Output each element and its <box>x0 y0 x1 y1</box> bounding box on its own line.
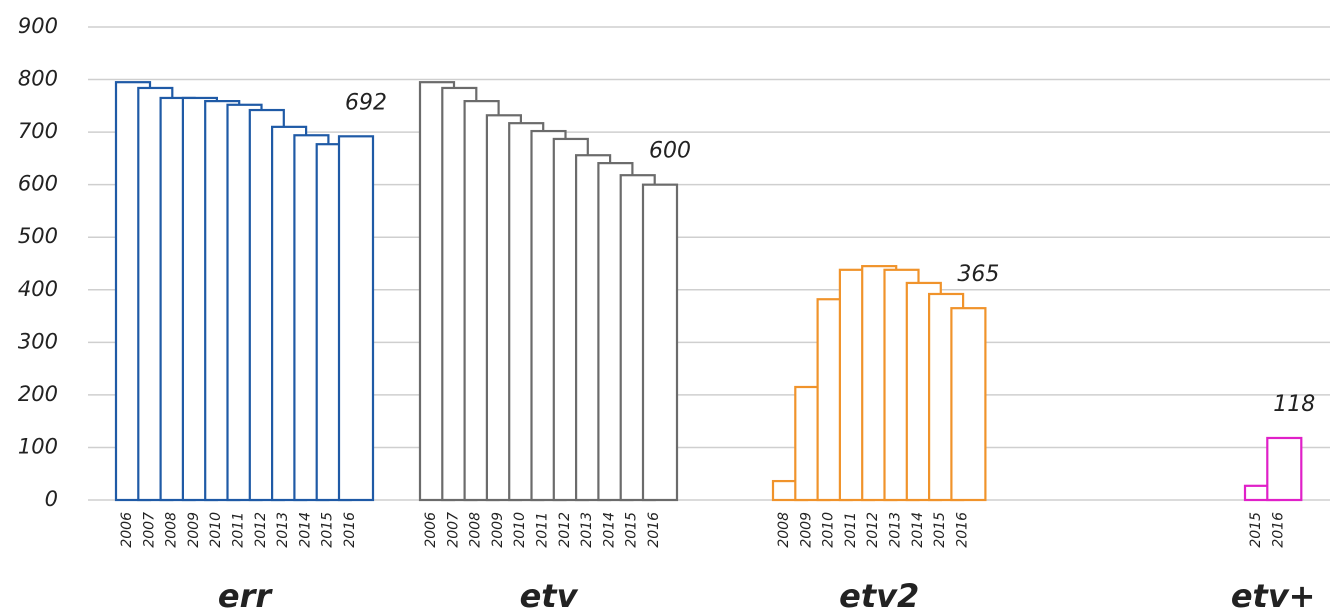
x-tick-label: 2009 <box>186 512 202 548</box>
value-label: 600 <box>649 139 691 164</box>
bar <box>950 307 987 502</box>
y-tick-label: 200 <box>18 382 58 406</box>
logo: err <box>218 577 273 615</box>
x-tick-label: 2012 <box>557 512 573 548</box>
logo: etv2 <box>839 577 919 615</box>
bar <box>1266 436 1303 502</box>
x-tick-label: 2016 <box>954 512 970 548</box>
y-tick-label: 0 <box>45 487 58 511</box>
x-tick-label: 2008 <box>468 512 484 548</box>
logo: etv <box>520 577 579 615</box>
x-tick-label: 2007 <box>445 512 461 548</box>
x-tick-label: 2013 <box>888 512 904 548</box>
value-label: 365 <box>957 262 999 287</box>
x-tick-label: 2010 <box>821 512 837 548</box>
bar <box>337 135 375 502</box>
y-tick-label: 700 <box>18 119 58 143</box>
x-tick-label: 2015 <box>320 512 336 548</box>
x-tick-label: 2012 <box>253 512 269 548</box>
x-tick-label: 2014 <box>910 512 926 548</box>
x-tick-label: 2012 <box>865 512 881 548</box>
x-tick-label: 2011 <box>231 512 247 548</box>
x-tick-label: 2006 <box>423 512 439 548</box>
value-label: 118 <box>1273 392 1315 417</box>
x-tick-label: 2011 <box>843 512 859 548</box>
x-tick-label: 2014 <box>601 512 617 548</box>
x-tick-label: 2008 <box>164 512 180 548</box>
x-tick-label: 2010 <box>208 512 224 548</box>
y-tick-label: 300 <box>18 329 58 353</box>
y-tick-label: 500 <box>18 224 58 248</box>
x-tick-label: 2014 <box>297 512 313 548</box>
x-tick-label: 2008 <box>776 512 792 548</box>
x-tick-label: 2016 <box>342 512 358 548</box>
logo: etv+ <box>1231 577 1316 615</box>
x-tick-label: 2015 <box>1248 512 1264 548</box>
y-tick-label: 900 <box>18 14 58 38</box>
y-tick-label: 400 <box>18 277 58 301</box>
x-tick-label: 2016 <box>1270 512 1286 548</box>
x-tick-label: 2015 <box>932 512 948 548</box>
x-tick-label: 2010 <box>512 512 528 548</box>
x-tick-label: 2016 <box>646 512 662 548</box>
x-tick-label: 2013 <box>275 512 291 548</box>
value-label: 692 <box>345 90 387 115</box>
x-tick-label: 2009 <box>798 512 814 548</box>
x-tick-label: 2007 <box>141 512 157 548</box>
x-tick-label: 2015 <box>624 512 640 548</box>
x-tick-label: 2009 <box>490 512 506 548</box>
bar <box>641 183 679 502</box>
x-tick-label: 2013 <box>579 512 595 548</box>
y-tick-label: 800 <box>18 67 58 91</box>
x-tick-label: 2011 <box>535 512 551 548</box>
x-tick-label: 2006 <box>119 512 135 548</box>
y-tick-label: 600 <box>18 172 58 196</box>
y-tick-label: 100 <box>18 434 58 458</box>
